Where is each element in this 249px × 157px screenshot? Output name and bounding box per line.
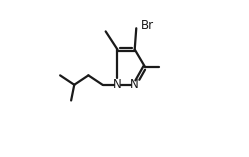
Text: N: N <box>130 78 139 91</box>
Text: Br: Br <box>141 19 154 32</box>
Text: N: N <box>113 78 122 91</box>
